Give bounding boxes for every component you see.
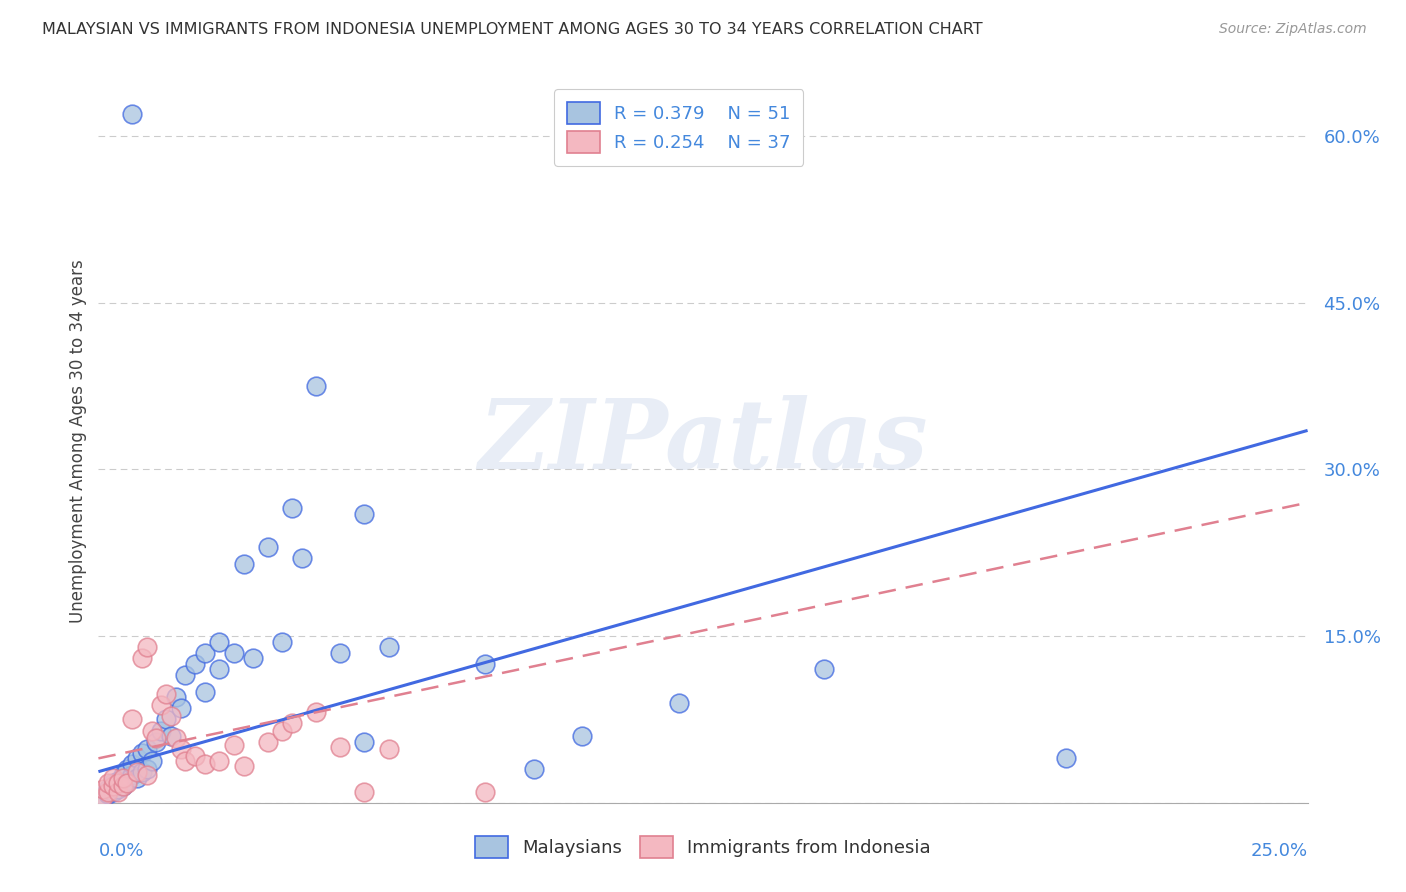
Point [208,754,231,768]
Point [111,779,134,793]
Point [169,701,191,715]
Point [101,785,124,799]
Point [194,684,217,698]
Point [145,734,167,748]
Point [107,776,129,790]
Point [117,763,139,777]
Point [271,723,294,738]
Point [222,738,245,752]
Point [121,106,143,120]
Point [131,651,153,665]
Point [174,668,197,682]
Point [353,507,375,521]
Point [353,785,375,799]
Point [127,764,149,779]
Point [91,790,114,805]
Legend: Malaysians, Immigrants from Indonesia: Malaysians, Immigrants from Indonesia [467,827,939,867]
Y-axis label: Unemployment Among Ages 30 to 34 years: Unemployment Among Ages 30 to 34 years [69,260,87,624]
Point [329,740,352,755]
Point [281,501,304,516]
Point [165,690,187,705]
Text: 25.0%: 25.0% [1250,842,1308,860]
Text: ZIPatlas: ZIPatlas [478,394,928,489]
Point [474,785,496,799]
Point [174,754,197,768]
Text: Source: ZipAtlas.com: Source: ZipAtlas.com [1219,22,1367,37]
Point [111,779,134,793]
Point [232,759,254,773]
Point [131,746,153,760]
Point [107,782,129,797]
Point [377,640,399,655]
Point [222,646,245,660]
Point [91,782,114,797]
Point [305,705,328,719]
Point [97,776,120,790]
Point [160,729,183,743]
Point [111,772,134,786]
Point [150,723,173,738]
Point [135,763,157,777]
Point [184,657,207,671]
Point [150,698,173,712]
Point [242,651,264,665]
Point [160,709,183,723]
Point [127,751,149,765]
Point [117,776,139,790]
Point [208,662,231,676]
Point [97,782,120,797]
Point [127,772,149,786]
Point [131,764,153,779]
Legend: R = 0.379    N = 51, R = 0.254    N = 37: R = 0.379 N = 51, R = 0.254 N = 37 [554,89,803,166]
Point [111,768,134,782]
Point [256,540,278,554]
Point [184,749,207,764]
Point [571,729,593,743]
Point [155,713,177,727]
Point [208,634,231,648]
Point [97,785,120,799]
Point [523,763,546,777]
Point [474,657,496,671]
Text: 0.0%: 0.0% [98,842,143,860]
Point [135,640,157,655]
Point [145,731,167,746]
Point [813,662,835,676]
Point [169,742,191,756]
Point [101,776,124,790]
Point [271,634,294,648]
Point [101,779,124,793]
Point [107,773,129,788]
Point [135,768,157,782]
Point [97,787,120,801]
Point [281,715,304,730]
Point [668,696,690,710]
Point [256,734,278,748]
Text: MALAYSIAN VS IMMIGRANTS FROM INDONESIA UNEMPLOYMENT AMONG AGES 30 TO 34 YEARS CO: MALAYSIAN VS IMMIGRANTS FROM INDONESIA U… [42,22,983,37]
Point [290,551,312,566]
Point [155,687,177,701]
Point [377,742,399,756]
Point [107,785,129,799]
Point [121,713,143,727]
Point [329,646,352,660]
Point [353,734,375,748]
Point [91,790,114,805]
Point [121,756,143,771]
Point [101,772,124,786]
Point [194,756,217,771]
Point [121,768,143,782]
Point [141,723,163,738]
Point [141,754,163,768]
Point [194,646,217,660]
Point [165,731,187,746]
Point [117,773,139,788]
Point [1054,751,1077,765]
Point [232,557,254,571]
Point [305,379,328,393]
Point [135,742,157,756]
